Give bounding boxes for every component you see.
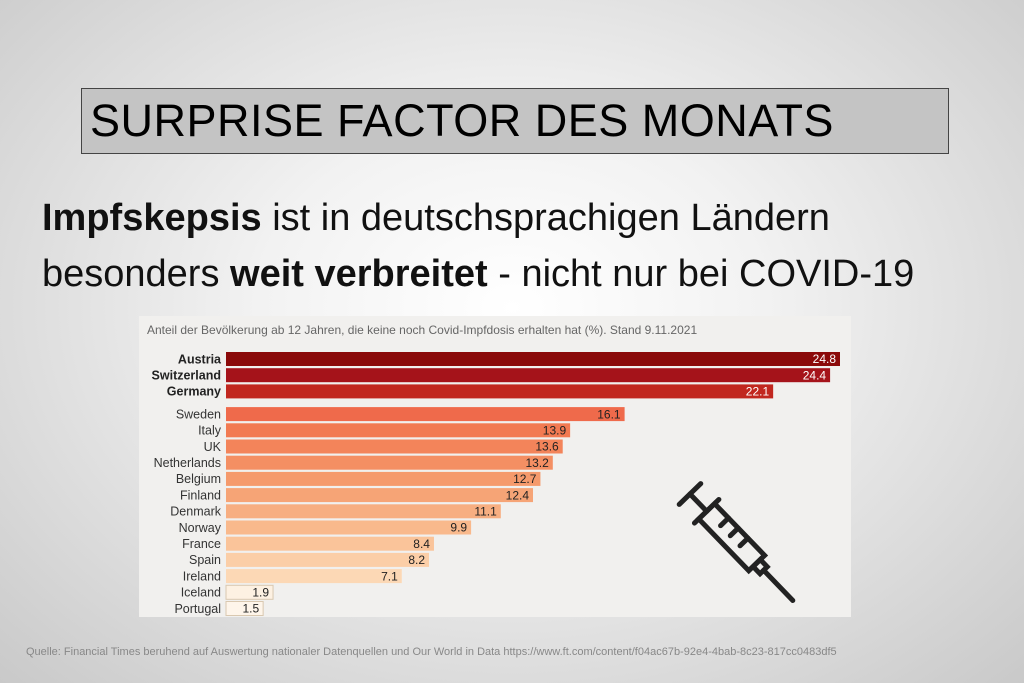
- value-label: 22.1: [746, 385, 770, 399]
- headline-text: - nicht nur bei COVID-19: [487, 253, 915, 295]
- source-note: Quelle: Financial Times beruhend auf Aus…: [26, 646, 837, 658]
- bar: [226, 439, 563, 454]
- value-label: 8.2: [408, 553, 425, 567]
- headline-text: Impfskepsis: [42, 197, 262, 239]
- bar: [226, 368, 831, 383]
- headline-text: besonders: [42, 253, 231, 295]
- category-label: France: [182, 537, 221, 551]
- category-label: Denmark: [170, 505, 221, 519]
- category-label: Norway: [179, 521, 222, 535]
- bar: [226, 488, 533, 503]
- value-label: 12.4: [506, 488, 530, 502]
- value-label: 13.6: [535, 440, 559, 454]
- category-label: Spain: [189, 553, 221, 567]
- value-label: 12.7: [513, 472, 537, 486]
- headline-text: ist in deutschsprachigen Ländern: [261, 197, 830, 239]
- value-label: 11.1: [474, 504, 497, 518]
- category-label: Netherlands: [154, 456, 221, 470]
- bar: [226, 384, 774, 399]
- bar: [226, 407, 625, 422]
- value-label: 13.2: [525, 456, 549, 470]
- category-label: Italy: [198, 424, 222, 438]
- category-label: UK: [204, 440, 222, 454]
- category-label: Sweden: [176, 407, 221, 421]
- headline-line: besonders weit verbreitet - nicht nur be…: [42, 246, 914, 302]
- bar: [226, 536, 434, 551]
- chart: Anteil der Bevölkerung ab 12 Jahren, die…: [147, 323, 840, 616]
- category-label: Finland: [180, 488, 221, 502]
- headline-text: weit verbreitet: [230, 253, 488, 295]
- value-label: 7.1: [381, 569, 398, 583]
- category-label: Belgium: [176, 472, 221, 486]
- category-label: Austria: [178, 352, 222, 366]
- value-label: 24.8: [813, 352, 837, 366]
- category-label: Switzerland: [152, 368, 221, 382]
- value-label: 1.9: [252, 585, 269, 599]
- bar: [226, 352, 840, 366]
- value-label: 16.1: [597, 407, 621, 421]
- bar: [226, 569, 402, 584]
- value-label: 13.9: [543, 423, 567, 437]
- headline: Impfskepsis ist in deutschsprachigen Län…: [42, 190, 914, 302]
- title-box: SURPRISE FACTOR DES MONATS: [81, 88, 949, 154]
- bar: [226, 423, 571, 438]
- category-label: Portugal: [174, 602, 221, 616]
- category-label: Ireland: [183, 569, 221, 583]
- bar: [226, 455, 553, 470]
- bar: [226, 471, 541, 486]
- category-label: Iceland: [181, 586, 221, 600]
- bar: [226, 520, 472, 535]
- bar: [226, 552, 430, 567]
- value-label: 24.4: [803, 368, 827, 382]
- bar: [225, 601, 264, 616]
- chart-title: Anteil der Bevölkerung ab 12 Jahren, die…: [147, 323, 697, 337]
- bar: [225, 584, 274, 600]
- category-label: Germany: [167, 385, 221, 399]
- value-label: 9.9: [450, 521, 467, 535]
- headline-line: Impfskepsis ist in deutschsprachigen Län…: [42, 190, 914, 246]
- bar: [226, 504, 501, 519]
- slide-title: SURPRISE FACTOR DES MONATS: [90, 95, 834, 146]
- value-label: 8.4: [413, 537, 430, 551]
- value-label: 1.5: [242, 602, 259, 616]
- chart-panel: Anteil der Bevölkerung ab 12 Jahren, die…: [139, 316, 851, 617]
